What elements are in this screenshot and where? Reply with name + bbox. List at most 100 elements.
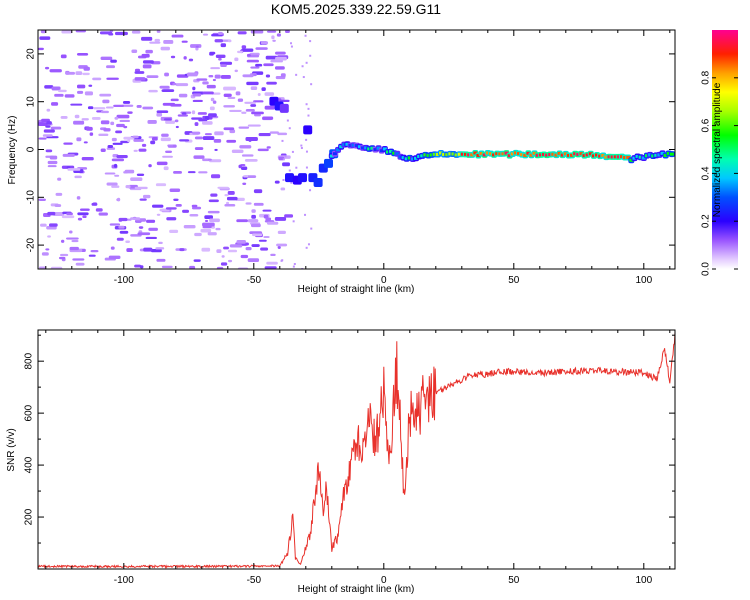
heatmap-noise-cell [183, 56, 187, 60]
heatmap-noise-cell [193, 259, 201, 262]
heatmap-noise-cell [281, 139, 284, 142]
heatmap-noise-cell [66, 212, 73, 216]
heatmap-noise-cell [165, 150, 172, 153]
heatmap-signal-cell [470, 153, 475, 157]
heatmap-noise-cell [44, 66, 50, 70]
heatmap-noise-cell [134, 264, 142, 268]
heatmap-signal-cell [610, 155, 615, 159]
snr-x-tick-label: 0 [381, 575, 387, 586]
heatmap-noise-cell [114, 116, 119, 120]
heatmap-noise-cell [175, 125, 179, 129]
heatmap-signal-cell [324, 158, 333, 168]
snr-series-line [38, 331, 675, 569]
heatmap-noise-cell [309, 40, 312, 43]
heatmap-signal-cell [632, 156, 637, 160]
heatmap-noise-cell [189, 214, 199, 217]
heatmap-noise-cell [150, 248, 162, 253]
heatmap-noise-cell [202, 158, 211, 162]
heatmap-signal-cell [651, 154, 656, 158]
heatmap-noise-cell [309, 54, 312, 57]
heatmap-signal-cell [629, 158, 634, 162]
snr-y-tick-label: 200 [24, 508, 35, 525]
heatmap-signal-cell [598, 154, 603, 158]
heatmap-noise-cell [310, 83, 313, 86]
heatmap-noise-cell [284, 30, 290, 33]
heatmap-noise-cell [226, 139, 237, 143]
heatmap-noise-cell [253, 202, 264, 206]
heatmap-signal-cell [379, 149, 384, 153]
heatmap-noise-cell [310, 227, 313, 230]
heatmap-noise-cell [244, 101, 256, 104]
spectrogram-x-tick-label: 0 [381, 275, 387, 286]
heatmap-signal-cell [551, 152, 556, 156]
heatmap-noise-cell [214, 148, 218, 152]
heatmap-noise-cell [212, 78, 216, 82]
heatmap-noise-cell [61, 30, 73, 34]
heatmap-noise-cell [277, 246, 281, 249]
heatmap-noise-cell [277, 132, 288, 136]
heatmap-noise-cell [295, 73, 298, 76]
heatmap-noise-cell [47, 165, 57, 168]
heatmap-noise-cell [242, 182, 247, 186]
heatmap-signal-cell [385, 150, 390, 154]
heatmap-noise-cell [236, 239, 246, 244]
heatmap-noise-cell [250, 86, 258, 90]
heatmap-noise-cell [254, 113, 261, 117]
heatmap-noise-cell [246, 53, 251, 57]
heatmap-noise-cell [119, 230, 129, 234]
heatmap-noise-cell [139, 198, 147, 201]
heatmap-noise-cell [190, 44, 202, 48]
heatmap-noise-cell [262, 116, 274, 120]
heatmap-noise-cell [245, 202, 252, 205]
heatmap-noise-cell [38, 198, 46, 201]
heatmap-signal-cell [657, 153, 662, 157]
heatmap-noise-cell [90, 250, 99, 253]
heatmap-noise-cell [235, 91, 241, 96]
heatmap-noise-cell [62, 153, 75, 157]
heatmap-noise-cell [247, 219, 259, 223]
heatmap-signal-cell [485, 151, 490, 155]
heatmap-noise-cell [72, 258, 85, 261]
heatmap-noise-cell [110, 246, 115, 250]
heatmap-noise-cell [304, 213, 307, 216]
heatmap-signal-cell [623, 156, 628, 160]
heatmap-noise-cell [229, 244, 243, 248]
heatmap-noise-cell [209, 218, 220, 223]
heatmap-noise-cell [243, 175, 249, 178]
heatmap-noise-cell [133, 149, 138, 152]
heatmap-noise-cell [134, 68, 141, 72]
heatmap-noise-cell [262, 209, 272, 212]
heatmap-noise-cell [217, 186, 229, 189]
heatmap-noise-cell [145, 49, 153, 54]
heatmap-noise-cell [166, 217, 177, 221]
heatmap-signal-cell [439, 151, 443, 155]
heatmap-noise-cell [265, 74, 271, 78]
heatmap-noise-cell [204, 215, 213, 220]
heatmap-noise-cell [125, 240, 130, 244]
heatmap-noise-cell [81, 157, 94, 161]
heatmap-signal-cell [595, 153, 599, 157]
heatmap-noise-cell [61, 215, 75, 219]
heatmap-noise-cell [65, 71, 76, 75]
heatmap-noise-cell [142, 60, 154, 64]
heatmap-noise-cell [207, 210, 220, 214]
heatmap-signal-cell [285, 173, 294, 183]
heatmap-noise-cell [271, 35, 275, 40]
heatmap-noise-cell [270, 253, 276, 257]
heatmap-noise-cell [263, 235, 270, 239]
heatmap-noise-cell [161, 133, 169, 137]
heatmap-signal-cell [432, 152, 437, 156]
spectrogram-x-tick-label: -50 [247, 275, 262, 286]
heatmap-signal-cell [582, 154, 587, 158]
heatmap-noise-cell [266, 81, 277, 85]
heatmap-noise-cell [237, 98, 244, 102]
heatmap-signal-cell [576, 152, 581, 156]
spectrogram-y-tick-label: 20 [26, 48, 37, 60]
heatmap-noise-cell [173, 198, 179, 201]
heatmap-noise-cell [255, 47, 268, 50]
heatmap-signal-cell [520, 153, 525, 157]
heatmap-noise-cell [124, 169, 135, 174]
heatmap-noise-cell [214, 39, 224, 43]
heatmap-noise-cell [266, 30, 277, 33]
snr-y-tick-label: 600 [24, 404, 35, 421]
